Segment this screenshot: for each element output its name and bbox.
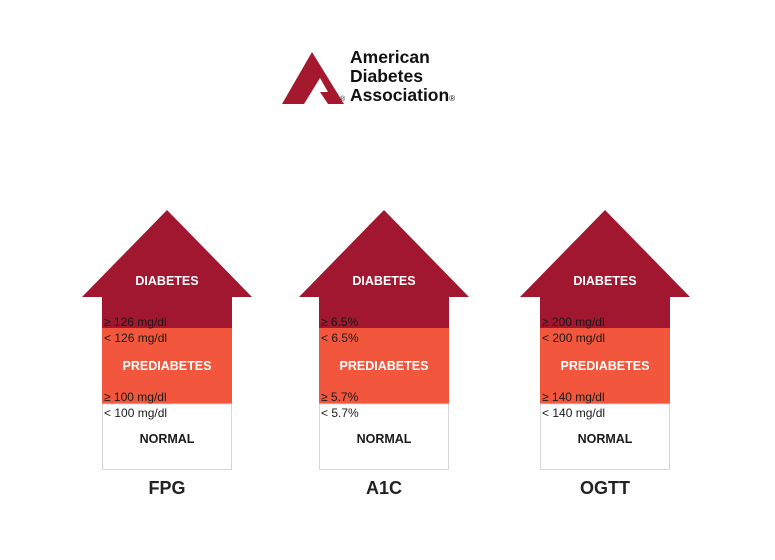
normal-zone [540, 403, 670, 470]
diabetes-zone [520, 210, 690, 328]
normal-zone [102, 403, 232, 470]
normal-threshold: < 5.7% [321, 406, 359, 420]
ada-triangle-logo-icon [282, 52, 344, 104]
logo-line-3: Association® [350, 85, 456, 105]
normal-label: NORMAL [356, 432, 412, 446]
diabetes-label: DIABETES [573, 274, 637, 288]
normal-threshold: < 140 mg/dl [542, 406, 606, 420]
ada-logo: ® American Diabetes Association® [282, 48, 472, 108]
logo-registered: ® [449, 94, 456, 103]
diabetes-label: DIABETES [352, 274, 416, 288]
prediabetes-upper-threshold: < 126 mg/dl [104, 331, 168, 345]
diabetes-zone [299, 210, 469, 328]
logo-line-1: American [350, 47, 430, 67]
normal-zone [319, 403, 449, 470]
test-column-a1c: DIABETES ≥ 6.5% < 6.5% PREDIABETES ≥ 5.7… [299, 210, 469, 510]
test-name-fpg: FPG [148, 478, 186, 498]
test-name-ogtt: OGTT [580, 478, 630, 498]
logo-line-2: Diabetes [350, 66, 423, 86]
test-name-a1c: A1C [365, 478, 402, 498]
prediabetes-lower-threshold: ≥ 100 mg/dl [104, 390, 167, 404]
logo-wordmark: American Diabetes Association® [350, 48, 455, 108]
test-column-ogtt: DIABETES ≥ 200 mg/dl < 200 mg/dl PREDIAB… [520, 210, 690, 510]
prediabetes-upper-threshold: < 200 mg/dl [542, 331, 606, 345]
normal-label: NORMAL [139, 432, 195, 446]
diabetes-zone [82, 210, 252, 328]
diabetes-threshold: ≥ 6.5% [321, 315, 359, 329]
logo-triangle-shape [282, 52, 344, 104]
logo-mark-registered: ® [340, 96, 346, 103]
prediabetes-zone [540, 328, 670, 404]
arrow-chart-ogtt [520, 210, 690, 470]
diabetes-threshold: ≥ 200 mg/dl [542, 315, 605, 329]
prediabetes-label: PREDIABETES [122, 359, 212, 373]
normal-label: NORMAL [577, 432, 633, 446]
prediabetes-lower-threshold: ≥ 5.7% [321, 390, 359, 404]
prediabetes-label: PREDIABETES [339, 359, 429, 373]
prediabetes-label: PREDIABETES [560, 359, 650, 373]
diabetes-label: DIABETES [135, 274, 199, 288]
normal-threshold: < 100 mg/dl [104, 406, 168, 420]
arrow-chart-fpg [82, 210, 252, 470]
test-column-fpg: DIABETES ≥ 126 mg/dl < 126 mg/dl PREDIAB… [82, 210, 252, 510]
prediabetes-zone [319, 328, 449, 404]
arrow-chart-a1c [299, 210, 469, 470]
diabetes-threshold: ≥ 126 mg/dl [104, 315, 167, 329]
prediabetes-zone [102, 328, 232, 404]
prediabetes-upper-threshold: < 6.5% [321, 331, 359, 345]
prediabetes-lower-threshold: ≥ 140 mg/dl [542, 390, 605, 404]
